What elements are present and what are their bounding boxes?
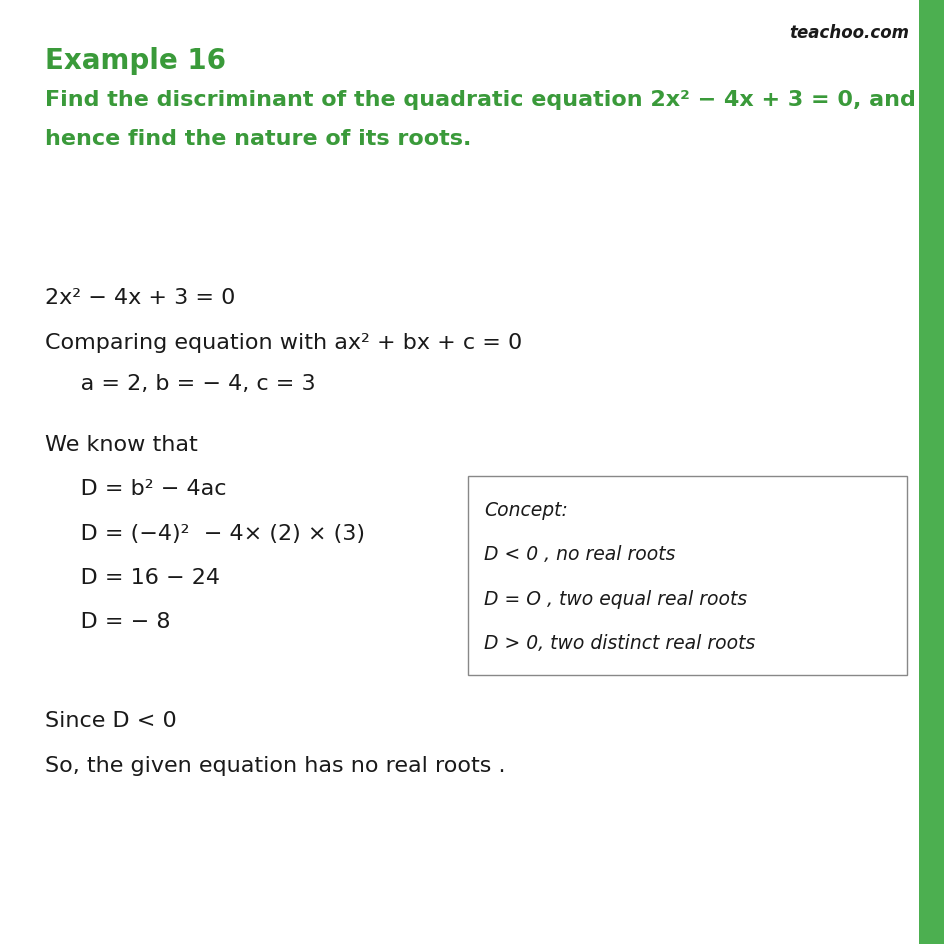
Text: D = O , two equal real roots: D = O , two equal real roots: [483, 589, 746, 608]
Text: teachoo.com: teachoo.com: [788, 24, 908, 42]
Text: Since D < 0: Since D < 0: [45, 710, 177, 730]
Text: We know that: We know that: [45, 434, 198, 454]
Text: Concept:: Concept:: [483, 500, 567, 519]
Text: Find the discriminant of the quadratic equation 2x² − 4x + 3 = 0, and: Find the discriminant of the quadratic e…: [45, 90, 916, 110]
Text: hence find the nature of its roots.: hence find the nature of its roots.: [45, 129, 471, 149]
Text: So, the given equation has no real roots .: So, the given equation has no real roots…: [45, 755, 505, 775]
Text: D = b² − 4ac: D = b² − 4ac: [45, 479, 227, 498]
Text: 2x² − 4x + 3 = 0: 2x² − 4x + 3 = 0: [45, 288, 235, 308]
FancyBboxPatch shape: [467, 477, 906, 675]
Bar: [918, 0, 944, 944]
Text: a = 2, b = − 4, c = 3: a = 2, b = − 4, c = 3: [45, 374, 315, 394]
Text: Comparing equation with ax² + bx + c = 0: Comparing equation with ax² + bx + c = 0: [45, 332, 522, 352]
Text: D > 0, two distinct real roots: D > 0, two distinct real roots: [483, 633, 754, 652]
Text: Example 16: Example 16: [45, 47, 227, 76]
Text: D = 16 − 24: D = 16 − 24: [45, 567, 220, 587]
Text: D = − 8: D = − 8: [45, 612, 171, 632]
Text: D < 0 , no real roots: D < 0 , no real roots: [483, 545, 675, 564]
Text: D = (−4)²  − 4× (2) × (3): D = (−4)² − 4× (2) × (3): [45, 523, 365, 543]
